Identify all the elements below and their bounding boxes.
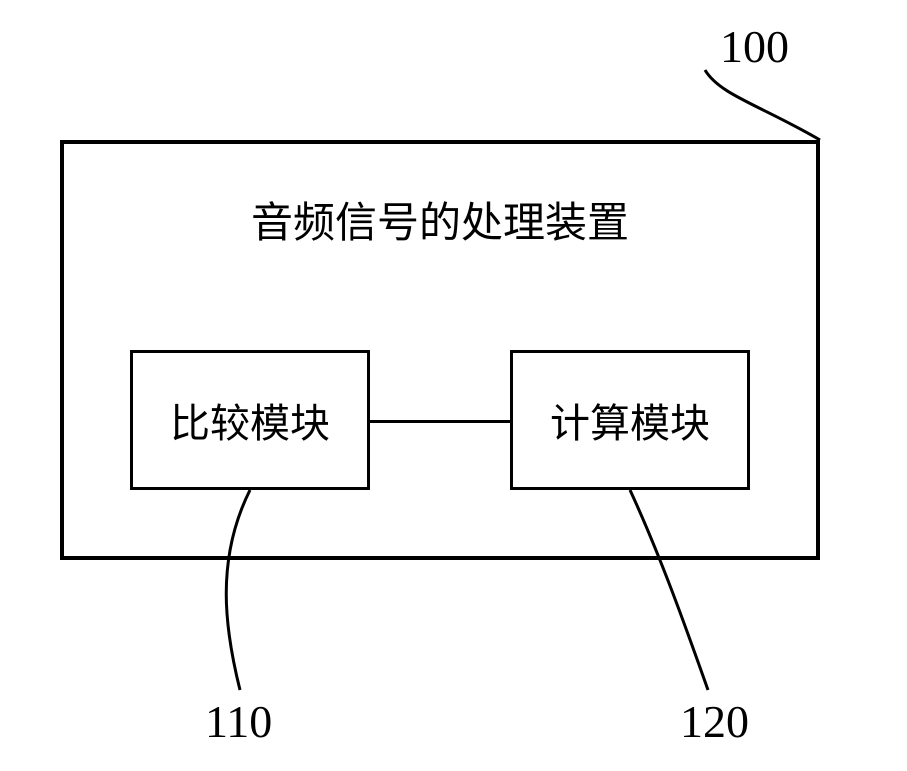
callout-ref-100: 100 — [720, 20, 789, 73]
outer-device-title: 音频信号的处理装置 — [251, 189, 629, 250]
compute-module-label: 计算模块 — [550, 391, 710, 449]
diagram-canvas: 音频信号的处理装置 比较模块 计算模块 100 110 120 — [0, 0, 907, 771]
callout-ref-120: 120 — [680, 695, 749, 748]
compare-module-label: 比较模块 — [170, 391, 330, 449]
callout-ref-110: 110 — [205, 695, 272, 748]
compare-module-box: 比较模块 — [130, 350, 370, 490]
module-connector-line — [370, 420, 510, 423]
compute-module-box: 计算模块 — [510, 350, 750, 490]
